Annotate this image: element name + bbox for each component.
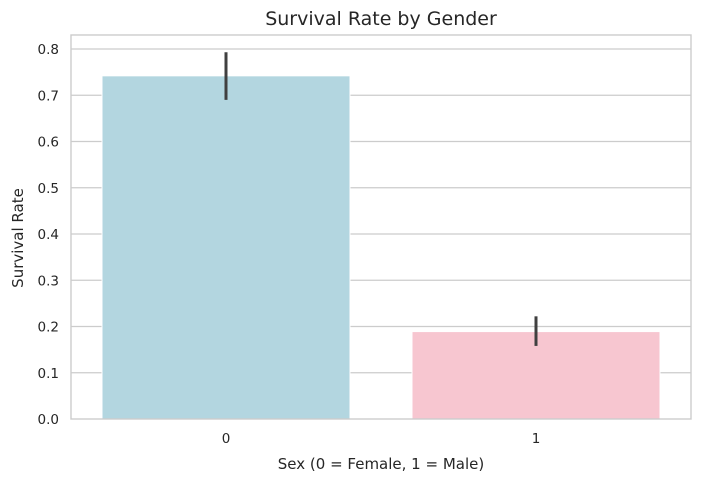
y-tick-label: 0.5 xyxy=(38,181,59,197)
y-tick-label: 0.8 xyxy=(38,42,59,58)
plot-frame xyxy=(70,34,692,420)
bars xyxy=(101,75,661,420)
y-tick-label: 0.4 xyxy=(38,227,59,243)
bar-0 xyxy=(101,75,351,420)
y-tick-label: 0.2 xyxy=(38,320,59,336)
y-axis-label: Survival Rate xyxy=(9,188,27,288)
bar-1 xyxy=(411,331,661,420)
x-axis-label: Sex (0 = Female, 1 = Male) xyxy=(278,455,484,473)
y-tick-label: 0.3 xyxy=(38,273,59,289)
y-tick-label: 0.6 xyxy=(38,135,59,151)
y-tick-label: 0.0 xyxy=(38,412,59,428)
y-tick-labels: 0.0 0.1 0.2 0.3 0.4 0.5 0.6 0.7 0.8 xyxy=(38,42,59,428)
error-bars xyxy=(224,52,538,346)
y-tick-label: 0.1 xyxy=(38,366,59,382)
x-tick-label: 1 xyxy=(532,431,541,447)
y-tick-label: 0.7 xyxy=(38,88,59,104)
x-tick-label: 0 xyxy=(222,431,231,447)
chart-title: Survival Rate by Gender xyxy=(265,8,497,30)
